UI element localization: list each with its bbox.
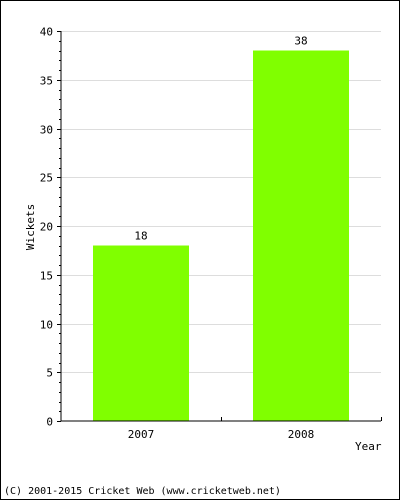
y-tick-label: 35 xyxy=(40,75,53,88)
bar-2007 xyxy=(93,245,189,421)
bar-data-label: 18 xyxy=(134,230,147,243)
tick-labels: 0 5 10 15 20 25 30 35 40 18 2007 38 2008 xyxy=(40,26,315,442)
bars xyxy=(93,50,349,421)
x-axis-label: Year xyxy=(355,440,382,453)
y-tick-label: 20 xyxy=(40,221,53,234)
y-axis-label: Wickets xyxy=(24,204,37,250)
y-tick-label: 25 xyxy=(40,172,53,185)
y-tick-label: 30 xyxy=(40,124,53,137)
y-tick-label: 40 xyxy=(40,26,53,39)
bar-2008 xyxy=(253,50,349,421)
y-tick-label: 0 xyxy=(46,416,53,429)
y-ticks xyxy=(57,31,382,422)
bar-data-label: 38 xyxy=(294,35,307,48)
y-tick-label: 5 xyxy=(46,367,53,380)
y-tick-label: 10 xyxy=(40,319,53,332)
y-tick-label: 15 xyxy=(40,270,53,283)
x-tick-label: 2008 xyxy=(288,428,315,441)
copyright-text: (C) 2001-2015 Cricket Web (www.cricketwe… xyxy=(4,486,281,497)
x-tick-label: 2007 xyxy=(128,428,155,441)
